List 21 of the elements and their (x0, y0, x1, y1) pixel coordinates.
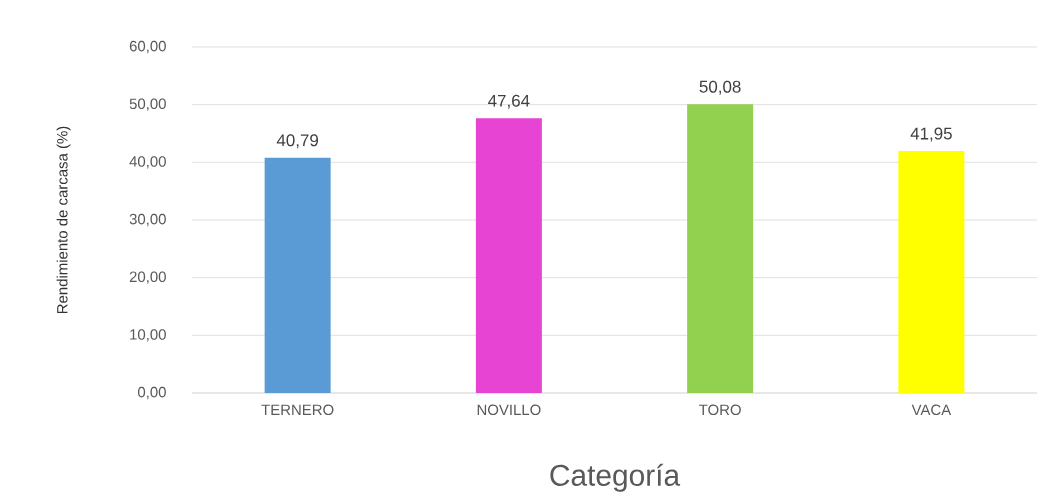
data-label: 41,95 (910, 127, 952, 142)
y-tick-label: 10,00 (130, 329, 166, 342)
x-tick-label: NOVILLO (477, 404, 541, 416)
x-tick-label: TORO (699, 404, 741, 416)
bar (687, 104, 754, 393)
bar (264, 157, 331, 393)
y-axis-title: Rendimiento de carcasa (%) (56, 126, 71, 314)
y-tick-label: 40,00 (129, 156, 166, 169)
y-tick-label: 0,00 (137, 386, 166, 400)
bar (475, 118, 542, 393)
x-tick-label: VACA (911, 404, 952, 416)
bar (898, 151, 965, 393)
y-tick-label: 30,00 (129, 213, 166, 227)
y-tick-label: 50,00 (129, 98, 166, 111)
data-label: 40,79 (276, 134, 319, 149)
x-axis-title: Categoría (550, 463, 681, 492)
data-label: 50,08 (699, 80, 741, 95)
y-tick-label: 60,00 (129, 40, 166, 54)
x-tick-label: TERNERO (261, 404, 334, 416)
data-label: 47,64 (488, 94, 530, 109)
y-tick-label: 20,00 (129, 271, 166, 284)
